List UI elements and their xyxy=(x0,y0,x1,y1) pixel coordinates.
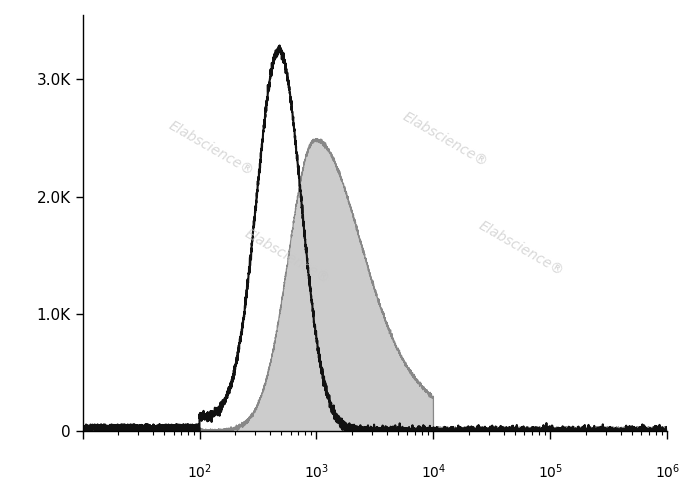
Text: $10^{4}$: $10^{4}$ xyxy=(421,463,446,481)
Text: Elabscience®: Elabscience® xyxy=(476,218,566,278)
Text: $10^{6}$: $10^{6}$ xyxy=(655,463,680,481)
Text: $10^{2}$: $10^{2}$ xyxy=(187,463,212,481)
Text: Elabscience®: Elabscience® xyxy=(400,110,490,170)
Text: Elabscience®: Elabscience® xyxy=(166,118,256,178)
Text: Elabscience®: Elabscience® xyxy=(242,226,332,286)
Text: $10^{5}$: $10^{5}$ xyxy=(538,463,563,481)
Text: $10^{3}$: $10^{3}$ xyxy=(304,463,329,481)
